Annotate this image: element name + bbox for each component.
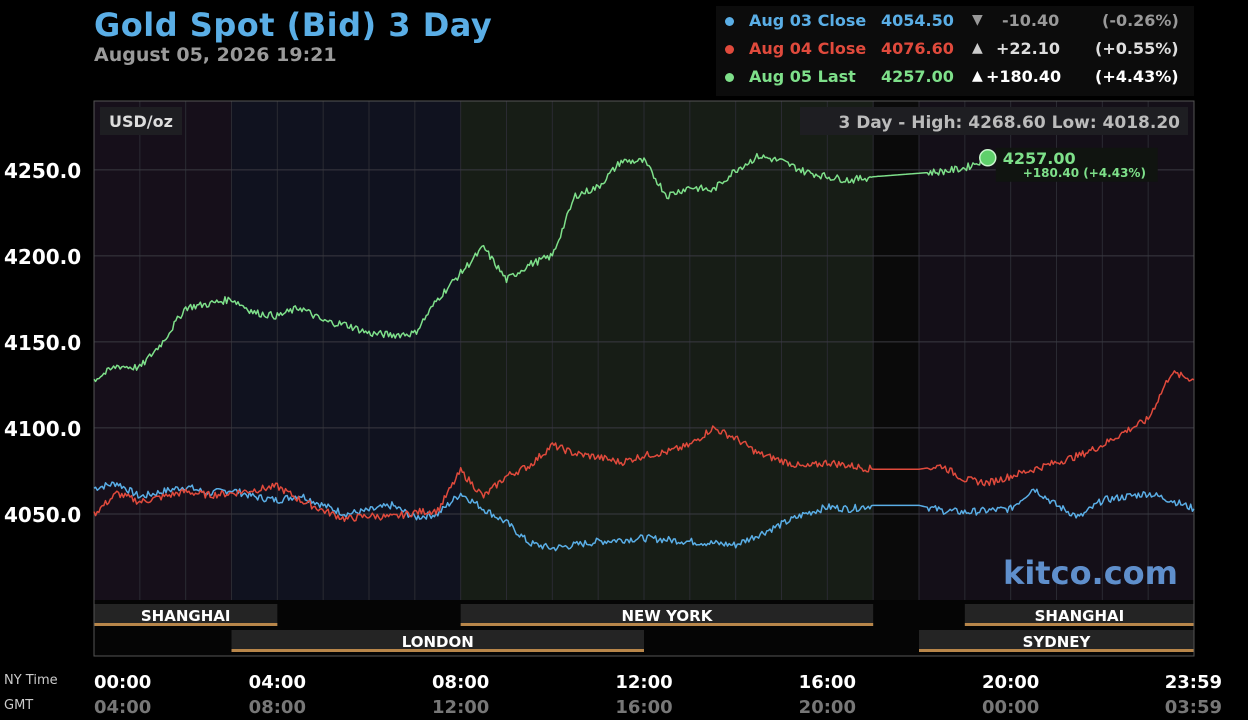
legend-change-aug05: +180.40 [986, 67, 1062, 86]
session-bar [94, 623, 278, 626]
band-shanghai-early [94, 101, 232, 600]
ny-time-label: NY Time [4, 673, 58, 688]
y-tick-label: 4200.0 [4, 245, 81, 269]
session-bar [919, 649, 1194, 652]
up-arrow-icon: ▲ [972, 68, 983, 84]
up-arrow-icon: ▲ [972, 40, 983, 56]
legend-pct-aug03: (-0.26%) [1102, 11, 1179, 30]
session-label: NEW YORK [622, 607, 714, 625]
legend-pct-aug04: (+0.55%) [1095, 39, 1179, 58]
legend-row-aug05: Aug 05 Last 4257.00 ▲ +180.40 (+4.43%) [716, 67, 1194, 93]
legend-label-aug04: Aug 04 Close [749, 39, 867, 58]
session-bar [231, 649, 644, 652]
band-closed [873, 101, 919, 656]
session-block [94, 604, 278, 626]
y-tick-label: 4250.0 [4, 159, 81, 183]
last-value-label: 4257.00 [1003, 149, 1076, 168]
session-label: LONDON [402, 633, 474, 651]
session-label: SHANGHAI [141, 607, 231, 625]
y-tick-label: 4150.0 [4, 331, 81, 355]
x-tick-label-gmt: 00:00 [982, 697, 1039, 718]
x-tick-label-ny: 16:00 [799, 672, 856, 693]
legend-change-aug03: -10.40 [1002, 11, 1060, 30]
down-arrow-icon: ▼ [972, 12, 983, 28]
chart-timestamp: August 05, 2026 19:21 [94, 44, 337, 66]
x-tick-label-gmt: 20:00 [799, 697, 856, 718]
legend-row-aug03: Aug 03 Close 4054.50 ▼ -10.40 (-0.26%) [716, 11, 1194, 37]
legend-value-aug05: 4257.00 [881, 67, 954, 86]
x-tick-label-gmt: 03:59 [1165, 697, 1222, 718]
x-tick-label-gmt: 12:00 [432, 697, 489, 718]
series-line-1 [93, 481, 1195, 552]
x-tick-label-ny: 23:59 [1165, 672, 1222, 693]
session-block [231, 630, 644, 652]
range-text: 3 Day - High: 4268.60 Low: 4018.20 [838, 113, 1180, 133]
y-tick-label: 4050.0 [4, 503, 81, 527]
legend-pct-aug05: (+4.43%) [1095, 67, 1179, 86]
last-change-label: +180.40 (+4.43%) [1023, 166, 1146, 180]
plot-frame [93, 100, 1195, 657]
session-bar [460, 623, 874, 626]
legend-value-aug04: 4076.60 [881, 39, 954, 58]
legend-dot-aug03 [725, 17, 734, 26]
gmt-label: GMT [4, 698, 33, 713]
last-value-marker [979, 149, 997, 167]
session-bar [964, 623, 1194, 626]
legend-dot-aug05 [725, 73, 734, 82]
legend-change-aug04: +22.10 [996, 39, 1061, 58]
x-tick-label-ny: 12:00 [615, 672, 672, 693]
y-tick-label: 4100.0 [4, 417, 81, 441]
range-box-bg [800, 107, 1188, 135]
x-tick-label-gmt: 04:00 [94, 697, 151, 718]
watermark: kitco.com [1003, 554, 1178, 592]
x-tick-label-ny: 20:00 [982, 672, 1039, 693]
chart-title: Gold Spot (Bid) 3 Day [94, 6, 493, 44]
legend: Aug 03 Close 4054.50 ▼ -10.40 (-0.26%) A… [716, 6, 1194, 96]
x-tick-label-ny: 08:00 [432, 672, 489, 693]
series-line-2 [93, 370, 1195, 523]
session-block [919, 630, 1194, 652]
band-newyork [460, 101, 874, 600]
x-tick-label-ny: 04:00 [249, 672, 306, 693]
legend-label-aug05: Aug 05 Last [749, 67, 856, 86]
x-tick-label-gmt: 08:00 [249, 697, 306, 718]
band-london [231, 101, 461, 600]
legend-value-aug03: 4054.50 [881, 11, 954, 30]
x-tick-label-gmt: 16:00 [615, 697, 672, 718]
session-block [460, 604, 874, 626]
session-label: SYDNEY [1023, 633, 1092, 651]
unit-label-bg [100, 107, 182, 135]
legend-dot-aug04 [725, 45, 734, 54]
legend-row-aug04: Aug 04 Close 4076.60 ▲ +22.10 (+0.55%) [716, 39, 1194, 65]
unit-label: USD/oz [109, 112, 173, 131]
series-line-3 [93, 152, 989, 383]
legend-label-aug03: Aug 03 Close [749, 11, 867, 30]
last-value-bg [995, 147, 1158, 182]
session-label: SHANGHAI [1035, 607, 1125, 625]
x-tick-label-ny: 00:00 [94, 672, 151, 693]
session-block [964, 604, 1194, 626]
